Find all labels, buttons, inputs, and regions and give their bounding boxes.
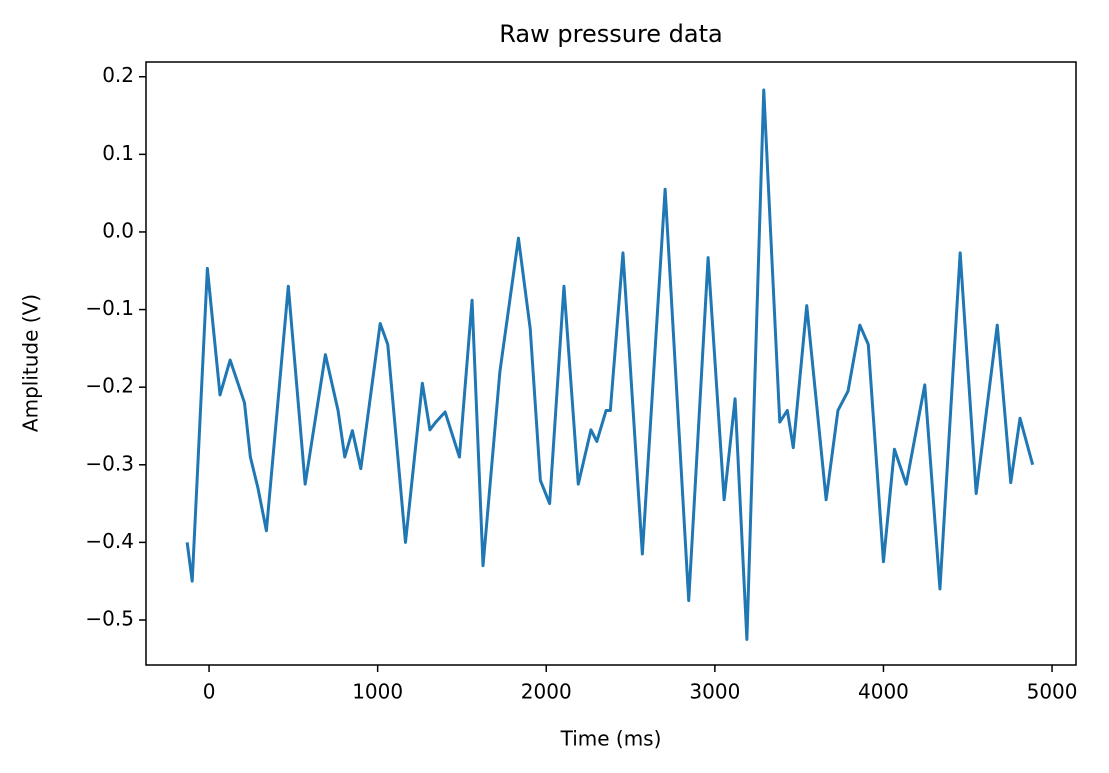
y-axis-label: Amplitude (V) bbox=[19, 294, 43, 432]
y-tick-label: −0.3 bbox=[85, 451, 134, 475]
x-axis-label: Time (ms) bbox=[560, 727, 662, 751]
data-line bbox=[185, 88, 1035, 641]
y-tick-label: −0.1 bbox=[85, 296, 134, 320]
y-tick-label: 0.0 bbox=[102, 218, 134, 242]
x-tick-label: 3000 bbox=[689, 680, 740, 704]
x-tick-label: 2000 bbox=[521, 680, 572, 704]
chart-title: Raw pressure data bbox=[499, 20, 722, 48]
y-tick-label: −0.5 bbox=[85, 606, 134, 630]
y-tick-label: −0.2 bbox=[85, 374, 134, 398]
x-tick-label: 4000 bbox=[858, 680, 909, 704]
y-tick-label: 0.1 bbox=[102, 141, 134, 165]
x-tick-label: 5000 bbox=[1027, 680, 1078, 704]
plot-frame bbox=[145, 61, 1077, 666]
y-tick-label: 0.2 bbox=[102, 63, 134, 87]
y-tick-label: −0.4 bbox=[85, 529, 134, 553]
x-tick-label: 0 bbox=[203, 680, 216, 704]
x-tick-label: 1000 bbox=[352, 680, 403, 704]
